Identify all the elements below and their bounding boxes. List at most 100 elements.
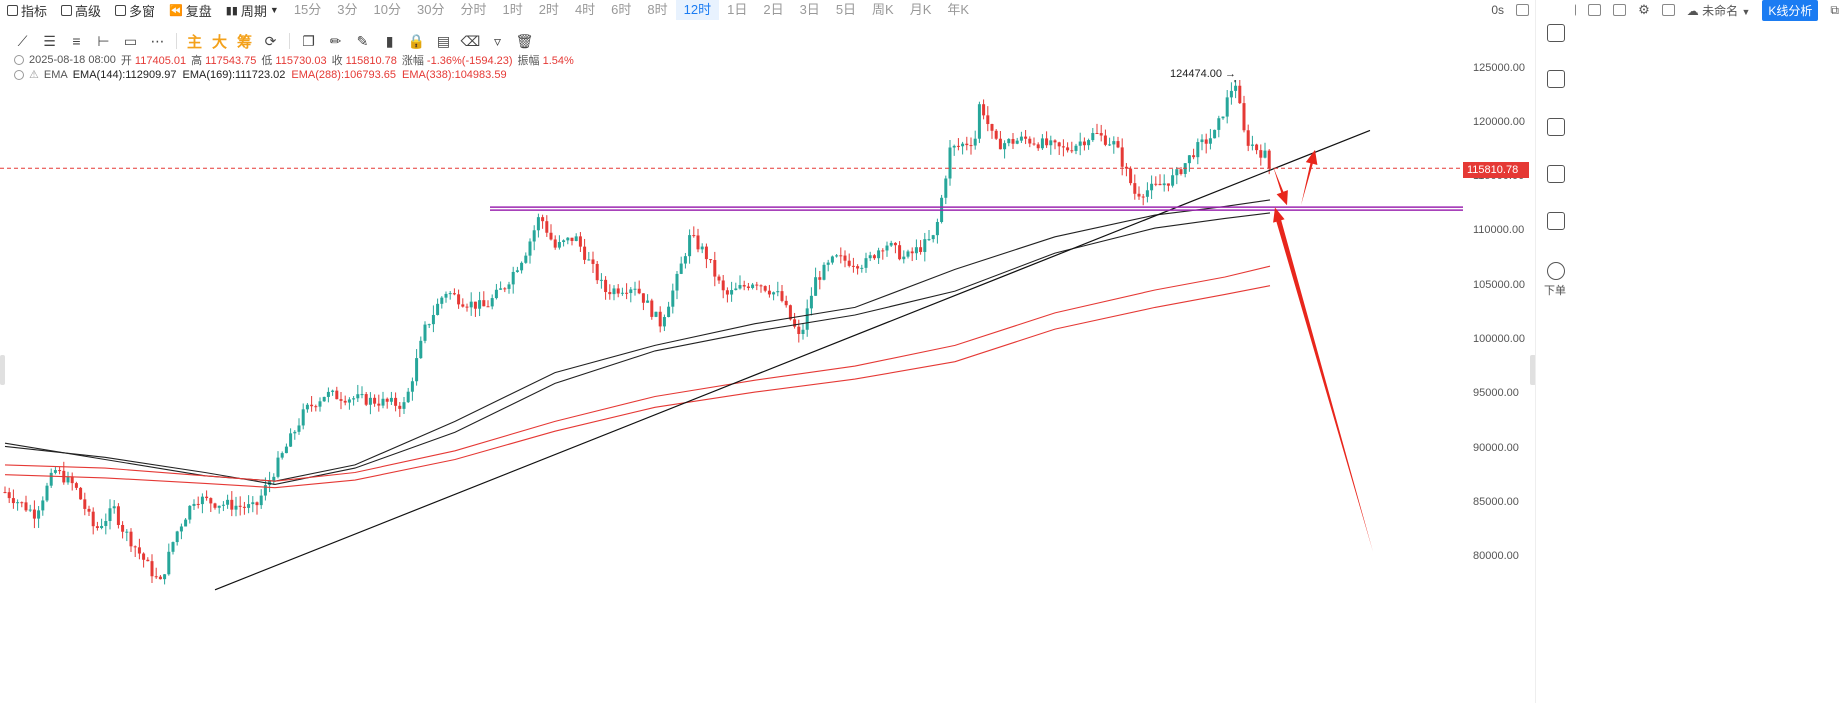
- trash-icon[interactable]: 🗑: [515, 32, 534, 49]
- period-tab[interactable]: 3分: [337, 2, 358, 17]
- candle-body: [961, 143, 965, 147]
- advanced-button[interactable]: 高级: [54, 0, 108, 20]
- candle-body: [818, 277, 822, 280]
- ema-value: EMA(169):111723.02: [182, 68, 286, 81]
- period-tab[interactable]: 5日: [835, 2, 857, 17]
- candle-style-icon[interactable]: ▮: [385, 32, 394, 49]
- period-tab[interactable]: 2时: [538, 2, 559, 17]
- period-tab[interactable]: 月K: [909, 2, 932, 17]
- ema-values: EMA(144):112909.97 EMA(169):111723.02 EMA(…: [73, 69, 507, 81]
- indicators-button[interactable]: 指标: [0, 0, 54, 20]
- main-tool-button[interactable]: 主: [187, 33, 203, 51]
- trend-line-tool-icon[interactable]: ⟋: [17, 32, 28, 49]
- period-tab[interactable]: 8时: [647, 2, 668, 17]
- candle-body: [247, 504, 251, 508]
- candle-body: [574, 236, 578, 241]
- price-axis[interactable]: 125000.00120000.00115000.00110000.001050…: [1463, 0, 1530, 703]
- parallel-lines-tool-icon[interactable]: ☰: [43, 32, 56, 49]
- big-tool-button[interactable]: 大: [212, 33, 228, 51]
- calendar-icon[interactable]: [1547, 212, 1565, 230]
- candle-body: [612, 288, 616, 295]
- chips-tool-button[interactable]: 筹: [237, 33, 253, 51]
- brush-icon[interactable]: ✎: [356, 32, 369, 49]
- window-icon[interactable]: [1661, 4, 1675, 16]
- candle-body: [1204, 139, 1208, 144]
- replay-button[interactable]: ⏪ 复盘: [162, 0, 219, 20]
- price-chart[interactable]: [0, 80, 1530, 703]
- collapse-icon[interactable]: [14, 55, 24, 65]
- candle-body: [1032, 143, 1036, 145]
- monitor-icon[interactable]: [1547, 165, 1565, 183]
- info-icon[interactable]: [1547, 70, 1565, 88]
- candle-body: [423, 324, 427, 341]
- candle-body: [944, 178, 948, 198]
- camera-icon[interactable]: [1516, 4, 1530, 16]
- candle-body: [641, 293, 645, 303]
- copy-icon[interactable]: ❐: [302, 32, 315, 49]
- change-value: -1.36%(-1594.23): [426, 55, 513, 67]
- ruler-icon[interactable]: ✏: [329, 32, 342, 49]
- gear-icon[interactable]: ⚙: [1638, 2, 1650, 17]
- candle-body: [310, 404, 314, 407]
- candle-body: [79, 487, 83, 500]
- countdown-text: 0s: [1491, 3, 1505, 17]
- period-tab[interactable]: 2日: [763, 2, 784, 17]
- candle-body: [608, 292, 612, 295]
- candle-body: [956, 145, 960, 147]
- kline-analysis-button[interactable]: K线分析: [1762, 0, 1819, 21]
- rectangle-tool-icon[interactable]: ▭: [123, 32, 138, 49]
- period-tab[interactable]: 4时: [574, 2, 596, 17]
- candle-body: [826, 262, 830, 265]
- candle-body: [528, 241, 532, 256]
- share-icon[interactable]: ⧉: [1830, 2, 1839, 17]
- stats-icon[interactable]: [1547, 118, 1565, 136]
- period-tab[interactable]: 分时: [460, 2, 487, 17]
- note-icon[interactable]: ▤: [436, 32, 451, 49]
- horizontal-line-tool-icon[interactable]: ⊢: [97, 32, 110, 49]
- period-tab[interactable]: 30分: [416, 2, 445, 17]
- collapse-icon[interactable]: [14, 69, 24, 80]
- candle-body: [570, 237, 574, 241]
- candle-body: [238, 505, 242, 507]
- candle-body: [511, 271, 515, 285]
- fib-tool-icon[interactable]: ≡: [72, 33, 81, 49]
- candle-body: [368, 397, 372, 405]
- candle-body: [1040, 138, 1044, 149]
- candle-body: [213, 503, 217, 508]
- period-tab[interactable]: 1日: [727, 2, 748, 17]
- period-tab[interactable]: 15分: [293, 2, 322, 17]
- candle-body: [1145, 190, 1149, 197]
- order-button[interactable]: 下单: [1544, 285, 1566, 297]
- layout-name-dropdown[interactable]: ☁ 未命名 ▼: [1687, 2, 1751, 19]
- drawing-toolbar: ⟋ ☰ ≡ ⊢ ▭ ⋯ 主 大 筹 ⟳ ❐ ✏ ✎ ▮ 🔒 ▤ ⌫ ▿ 🗑: [14, 30, 534, 52]
- candle-body: [965, 143, 969, 146]
- period-tab[interactable]: 1时: [502, 2, 523, 17]
- sync-icon[interactable]: ⟳: [264, 32, 277, 49]
- candle-body: [587, 259, 591, 261]
- candle-body: [784, 300, 788, 306]
- period-tab[interactable]: 年K: [947, 2, 970, 17]
- candle-body: [503, 288, 507, 290]
- lock-icon[interactable]: 🔒: [407, 32, 426, 49]
- candle-body: [137, 547, 141, 554]
- eraser-icon[interactable]: ⌫: [460, 32, 481, 49]
- candle-body: [7, 492, 11, 499]
- watchlist-icon[interactable]: [1547, 24, 1565, 42]
- filter-icon[interactable]: ▿: [494, 32, 502, 49]
- export-icon[interactable]: [1613, 4, 1627, 16]
- period-tab[interactable]: 周K: [872, 2, 894, 17]
- period-tab[interactable]: 12时: [675, 0, 720, 20]
- bell-icon[interactable]: ⚠: [29, 69, 39, 81]
- period-dropdown[interactable]: ▮▮ 周期 ▼: [219, 0, 286, 20]
- more-tools-icon[interactable]: ⋯: [150, 32, 165, 49]
- period-tab[interactable]: 3日: [799, 2, 820, 17]
- save-icon[interactable]: [1588, 4, 1602, 16]
- period-tab[interactable]: 10分: [373, 2, 401, 17]
- left-panel-handle[interactable]: [0, 355, 5, 385]
- candle-body: [1267, 150, 1271, 169]
- period-tab[interactable]: 6时: [611, 2, 632, 17]
- order-icon[interactable]: [1547, 262, 1565, 280]
- right-panel-handle[interactable]: [1530, 355, 1536, 385]
- multi-window-button[interactable]: 多窗: [108, 0, 162, 20]
- candle-body: [1234, 85, 1238, 91]
